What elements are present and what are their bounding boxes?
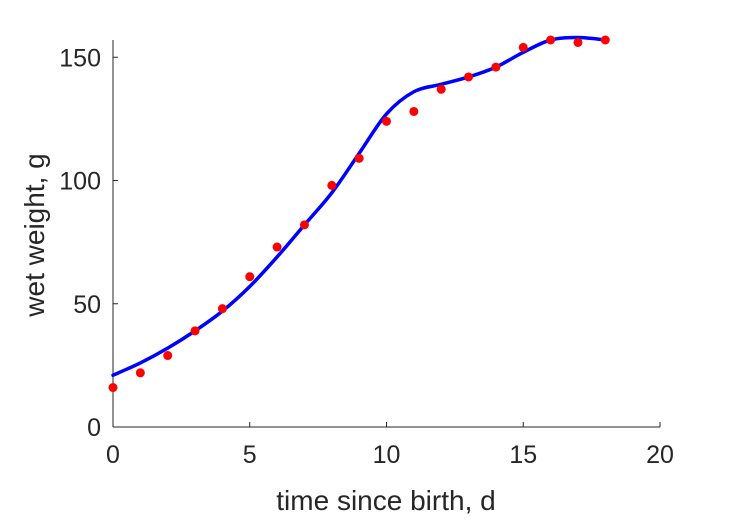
y-tick-label: 50 bbox=[73, 291, 101, 319]
y-axis-label: wet weight, g bbox=[19, 153, 50, 317]
data-point bbox=[327, 180, 337, 190]
data-point bbox=[217, 304, 227, 314]
fit-curve bbox=[111, 35, 608, 377]
data-point bbox=[354, 153, 364, 163]
y-tick-label: 100 bbox=[59, 168, 101, 196]
data-point bbox=[190, 326, 200, 336]
y-axis-ticks: 0 50 100 150 bbox=[59, 44, 118, 442]
data-point bbox=[135, 368, 145, 378]
data-point bbox=[518, 42, 528, 52]
data-point bbox=[245, 272, 255, 282]
data-point bbox=[409, 106, 419, 116]
data-point bbox=[546, 35, 556, 45]
data-point bbox=[573, 37, 583, 47]
x-tick-label: 0 bbox=[106, 441, 120, 469]
data-point bbox=[600, 35, 610, 45]
data-point bbox=[464, 72, 474, 82]
y-tick-label: 0 bbox=[87, 414, 101, 442]
data-point bbox=[272, 242, 282, 252]
data-point bbox=[108, 383, 118, 393]
x-axis-label: time since birth, d bbox=[276, 485, 495, 516]
data-point bbox=[436, 84, 446, 94]
data-point bbox=[299, 220, 309, 230]
data-point bbox=[382, 116, 391, 126]
y-tick-label: 150 bbox=[59, 44, 101, 72]
x-tick-label: 20 bbox=[646, 441, 674, 469]
data-point bbox=[491, 62, 501, 72]
plot-area: 0 5 10 15 20 0 50 100 150 bbox=[59, 35, 674, 469]
series-layer bbox=[108, 35, 610, 393]
x-tick-label: 5 bbox=[243, 441, 257, 469]
x-tick-label: 10 bbox=[373, 441, 401, 469]
x-axis-ticks: 0 5 10 15 20 bbox=[106, 422, 674, 469]
data-point bbox=[163, 351, 173, 361]
x-tick-label: 15 bbox=[509, 441, 537, 469]
